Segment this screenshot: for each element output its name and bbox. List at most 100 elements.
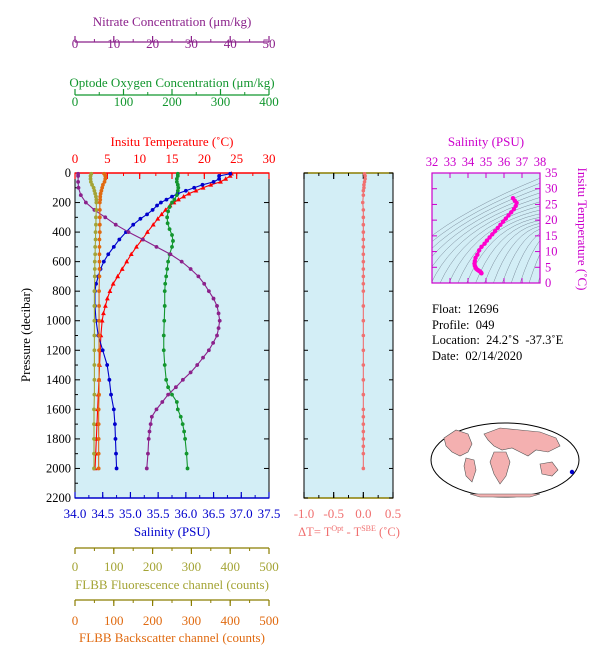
delta-t-point xyxy=(361,348,366,353)
temperature-point xyxy=(134,244,139,249)
density-contour xyxy=(537,275,540,283)
density-contour xyxy=(502,228,540,283)
oxygen-point xyxy=(174,193,179,198)
nitrate-point xyxy=(141,237,145,242)
temperature-point xyxy=(102,303,108,308)
ts-point xyxy=(500,219,506,224)
salinity-point xyxy=(114,466,119,471)
density-contour xyxy=(432,187,540,249)
delta-t-point xyxy=(361,363,366,367)
ts-x-tick-label: 33 xyxy=(444,155,457,169)
density-contour xyxy=(448,209,540,283)
nitrate-point xyxy=(160,400,165,404)
temperature-tick-label: 25 xyxy=(230,151,243,166)
pressure-tick-label: 1600 xyxy=(46,402,71,416)
delta-t-point xyxy=(361,259,366,264)
fluorescence-point xyxy=(93,191,98,196)
salinity-point xyxy=(155,203,159,208)
backscatter-point xyxy=(97,230,102,234)
pressure-tick-label: 1400 xyxy=(46,373,71,387)
map-land-australia xyxy=(539,461,559,477)
backscatter-point xyxy=(96,451,101,456)
ts-series xyxy=(472,195,519,276)
temperature-point xyxy=(104,295,110,301)
oxygen-point xyxy=(170,233,174,237)
density-contour xyxy=(484,223,540,283)
nitrate-point xyxy=(188,267,193,271)
oxygen-point xyxy=(166,259,171,264)
salinity-point xyxy=(113,422,117,427)
salinity-tick-label: 36.0 xyxy=(174,506,197,521)
nitrate-point xyxy=(216,326,221,331)
oxygen-point xyxy=(185,466,190,471)
pressure-tick-label: 1200 xyxy=(46,343,71,357)
backscatter-point xyxy=(97,289,101,294)
pressure-tick-label: 2000 xyxy=(46,461,71,475)
ts-x-tick-label: 32 xyxy=(426,155,439,169)
temperature-tick-label: 15 xyxy=(166,151,179,166)
backscatter-point xyxy=(100,185,105,190)
fluorescence-point xyxy=(92,451,96,456)
ts-y-tick-label: 5 xyxy=(545,260,551,274)
nitrate-axis-title: Nitrate Concentration (μm/kg) xyxy=(93,14,252,29)
ts-x-tick-label: 37 xyxy=(516,155,529,169)
oxygen-point xyxy=(184,451,189,456)
fluorescence-point xyxy=(88,174,93,178)
density-contour xyxy=(432,201,540,283)
nitrate-point xyxy=(146,451,150,456)
date: Date: 02/14/2020 xyxy=(432,348,523,363)
density-contour xyxy=(493,225,540,283)
ts-y-tick-label: 0 xyxy=(545,276,551,290)
fluorescence-tick-label: 0 xyxy=(72,559,79,574)
delta-t-tick-label: 0.0 xyxy=(355,506,371,521)
fluorescence-tick-label: 100 xyxy=(104,559,124,574)
nitrate-point xyxy=(147,429,152,434)
ts-point xyxy=(490,232,495,237)
salinity-point xyxy=(200,182,205,187)
fluorescence-point xyxy=(94,215,98,220)
fluorescence-point xyxy=(92,259,97,264)
salinity-axis-title: Salinity (PSU) xyxy=(134,524,210,539)
backscatter-point xyxy=(96,466,101,471)
backscatter-point xyxy=(98,191,103,196)
nitrate-tick-label: 10 xyxy=(107,36,120,51)
temperature-point xyxy=(128,251,134,257)
fluorescence-tick-label: 200 xyxy=(143,559,163,574)
map-float-marker xyxy=(569,469,575,475)
float-id: Float: 12696 xyxy=(432,302,499,316)
backscatter-point xyxy=(97,200,102,205)
oxygen-point xyxy=(176,185,181,190)
density-contour xyxy=(511,233,540,283)
pressure-tick-label: 1000 xyxy=(46,314,71,328)
backscatter-point xyxy=(96,407,101,412)
oxygen-line xyxy=(163,173,189,469)
fluorescence-point xyxy=(88,177,93,181)
profile-series xyxy=(76,171,234,471)
ts-y-tick-label: 10 xyxy=(545,245,558,259)
salinity-point xyxy=(183,188,188,193)
density-contour xyxy=(457,213,540,283)
profile-ylabel: Pressure (decibar) xyxy=(18,288,33,382)
delta-t-point xyxy=(361,378,366,382)
delta-t-series xyxy=(360,171,367,471)
backscatter-point xyxy=(103,174,108,178)
fluorescence-point xyxy=(94,200,99,205)
float-info: Float: 12696 Profile: 049 Location: 24.2… xyxy=(432,302,563,364)
oxygen-point xyxy=(178,414,183,419)
oxygen-point xyxy=(164,377,169,382)
nitrate-point xyxy=(180,377,185,382)
ts-point xyxy=(479,244,484,250)
delta-t-point xyxy=(361,392,366,397)
temperature-point xyxy=(110,281,116,286)
salinity-point xyxy=(228,171,233,176)
salinity-point xyxy=(111,244,116,249)
map-land-africa-eurasia xyxy=(483,427,561,485)
ts-y-tick-label: 20 xyxy=(545,213,558,227)
temperature-point xyxy=(193,188,199,193)
temperature-point xyxy=(99,318,105,323)
fluorescence-point xyxy=(94,194,98,199)
delta-t-point xyxy=(361,422,366,426)
fluorescence-point xyxy=(92,392,97,397)
fluorescence-tick-label: 400 xyxy=(220,559,240,574)
